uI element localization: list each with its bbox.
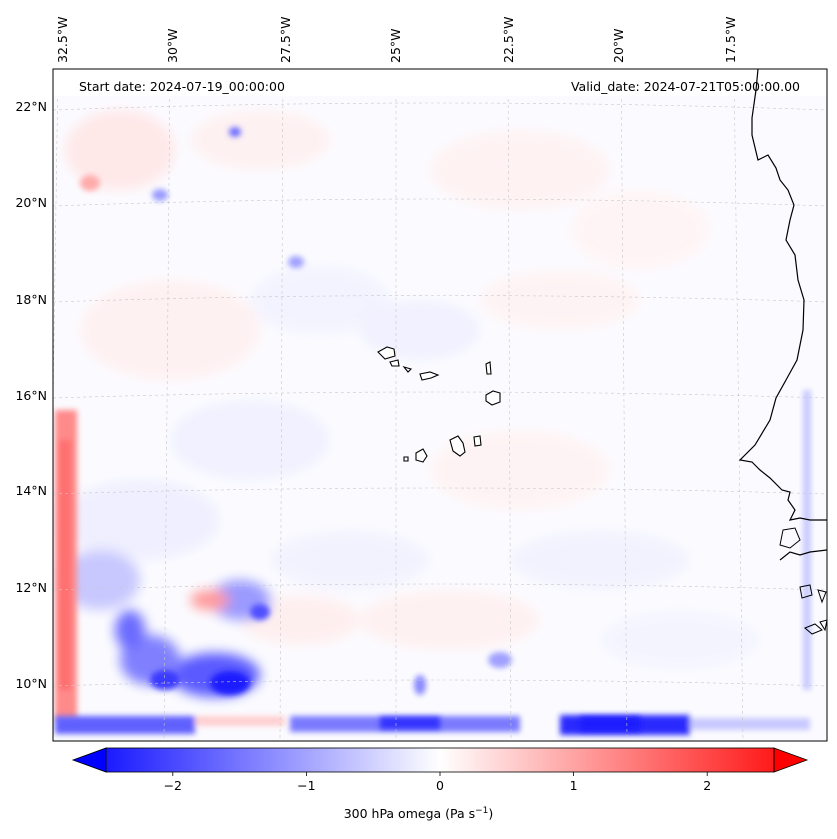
graticule [53, 69, 827, 741]
omega-field [53, 69, 827, 741]
longitude-labels: 32.5°W 30°W 27.5°W 25°W 22.5°W 20°W 17.5… [55, 17, 738, 63]
colorbar-label: 300 hPa omega (Pa s−1) [0, 806, 837, 821]
colorbar-tick-label: −2 [164, 778, 182, 793]
lon-label: 32.5°W [55, 17, 70, 63]
lat-label: 14°N [15, 483, 47, 498]
colorbar: −2 −1 0 1 2 [71, 747, 809, 793]
lat-label: 20°N [15, 195, 47, 210]
lat-label: 16°N [15, 388, 47, 403]
colorbar-label-main: 300 hPa omega (Pa s [343, 806, 476, 822]
cape-verde-islands [377, 346, 501, 463]
lat-label: 22°N [15, 99, 47, 114]
latitude-labels: 22°N 20°N 18°N 16°N 14°N 12°N 10°N [15, 99, 47, 691]
coastline-africa [738, 69, 827, 521]
start-date-label: Start date: 2024-07-19_00:00:00 [79, 79, 285, 94]
colorbar-tick-label: 0 [436, 778, 444, 793]
colorbar-label-exponent: −1 [475, 806, 489, 816]
colorbar-label-close: ) [488, 806, 494, 822]
colorbar-tick-label: −1 [297, 778, 315, 793]
lat-label: 18°N [15, 292, 47, 307]
colorbar-extend-min [71, 747, 107, 773]
lon-label: 30°W [165, 28, 180, 63]
lon-label: 25°W [388, 28, 403, 63]
map-frame [52, 68, 828, 742]
lon-label: 17.5°W [723, 17, 738, 63]
valid-date-label: Valid_date: 2024-07-21T05:00:00.00 [570, 79, 800, 94]
lon-label: 20°W [611, 28, 626, 63]
lon-label: 27.5°W [278, 17, 293, 63]
lon-label: 22.5°W [501, 17, 516, 63]
lat-label: 10°N [15, 676, 47, 691]
colorbar-tick-label: 1 [570, 778, 578, 793]
lat-label: 12°N [15, 580, 47, 595]
colorbar-gradient [106, 748, 774, 772]
colorbar-tick-label: 2 [703, 778, 711, 793]
colorbar-extend-max [773, 747, 809, 773]
